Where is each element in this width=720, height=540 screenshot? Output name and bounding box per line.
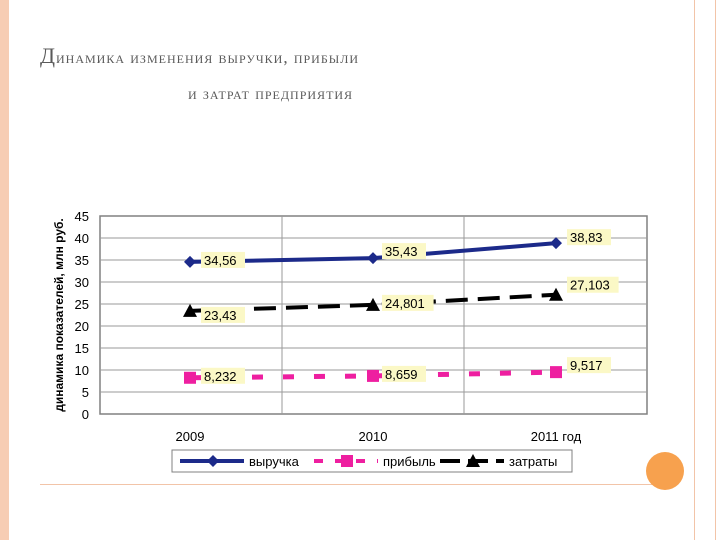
data-label: 27,103	[570, 278, 610, 293]
legend-marker-square	[341, 455, 353, 467]
data-label-bg	[382, 243, 426, 260]
x-tick-labels: 2009 2010 2011 год	[176, 429, 582, 444]
data-point-diamond	[367, 252, 379, 265]
data-label: 38,83	[570, 230, 603, 245]
left-accent-bar	[0, 0, 9, 540]
data-point-square	[367, 369, 379, 382]
data-label-bg	[201, 367, 245, 384]
title-line-1: Динамика изменения выручки, прибыли	[40, 43, 360, 68]
data-label: 8,659	[385, 367, 418, 382]
y-tick-label: 10	[75, 363, 89, 378]
y-tick-label: 20	[75, 319, 89, 334]
legend-label: затраты	[509, 454, 557, 469]
legend-marker-diamond	[207, 455, 219, 467]
data-label: 8,232	[204, 369, 237, 384]
data-label: 9,517	[570, 358, 603, 373]
y-tick-label: 15	[75, 341, 89, 356]
data-label-bg	[201, 306, 245, 323]
y-tick-label: 40	[75, 231, 89, 246]
data-point-diamond	[550, 237, 562, 250]
decor-circle	[646, 452, 684, 490]
data-point-square	[550, 366, 562, 379]
data-label: 24,801	[385, 296, 425, 311]
legend: выручка прибыль затраты	[171, 449, 573, 473]
data-labels: 34,56 35,43 38,83 8,232 8,659 9,517 23,43 24,80…	[201, 229, 619, 384]
data-label-bg	[201, 251, 245, 268]
data-point-triangle	[183, 303, 197, 317]
y-tick-label: 35	[75, 253, 89, 268]
y-tick-label: 30	[75, 275, 89, 290]
bottom-divider	[40, 484, 664, 485]
legend-label: прибыль	[383, 454, 436, 469]
legend-marker-triangle	[466, 454, 480, 467]
data-label-bg	[567, 276, 619, 293]
plot-frame	[99, 215, 648, 415]
y-tick-label: 25	[75, 297, 89, 312]
data-label-bg	[382, 365, 426, 382]
title-line-2: и затрат предприятия	[188, 84, 354, 103]
x-tick-label: 2009	[176, 429, 205, 444]
y-tick-label: 5	[82, 385, 89, 400]
y-tick-label: 45	[75, 209, 89, 224]
data-point-square	[184, 371, 196, 384]
data-point-diamond	[184, 255, 196, 268]
data-label-bg	[382, 294, 434, 311]
slide-title: Динамика изменения выручки, прибыли и за…	[40, 38, 640, 112]
data-point-triangle	[366, 297, 380, 311]
x-tick-label: 2010	[359, 429, 388, 444]
data-point-triangle	[549, 287, 563, 301]
series-group	[183, 237, 563, 384]
data-label-bg	[567, 229, 611, 246]
x-tick-label: 2011 год	[531, 429, 582, 444]
data-label: 23,43	[204, 308, 237, 323]
y-tick-label: 0	[82, 407, 89, 422]
data-label-bg	[567, 357, 611, 374]
series-line-triangle	[189, 292, 557, 313]
data-label: 35,43	[385, 244, 418, 259]
data-label: 34,56	[204, 253, 237, 268]
legend-label: выручка	[249, 454, 300, 469]
right-decor-lines	[694, 0, 716, 540]
y-axis-label: динамика показателей, млн руб.	[52, 218, 66, 411]
y-tick-labels: 0 5 10 15 20 25 30 35 40 45	[75, 209, 89, 422]
